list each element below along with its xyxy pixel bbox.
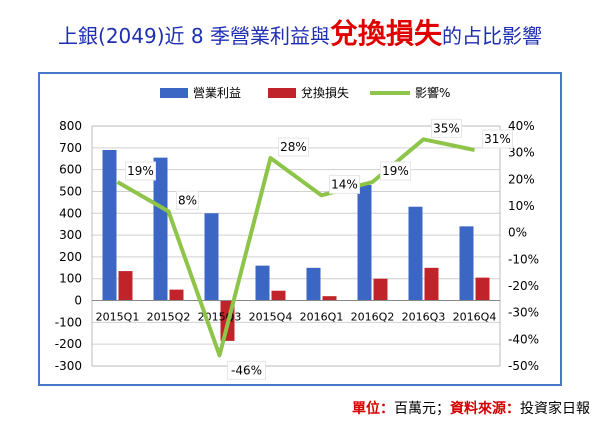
left-axis-tick: -300 xyxy=(55,359,82,373)
operating-profit-bar xyxy=(459,226,474,301)
right-axis-tick: -50% xyxy=(508,359,539,373)
title-prefix: 上銀(2049)近 8 季營業利益與 xyxy=(58,24,330,48)
title-suffix: 的占比影響 xyxy=(441,24,542,48)
right-axis-tick: 20% xyxy=(508,172,535,186)
left-axis-tick: 500 xyxy=(59,184,82,198)
ratio-label-box xyxy=(278,137,309,157)
source-label: 資料來源： xyxy=(450,401,520,417)
ratio-data-label: 19% xyxy=(382,164,409,178)
ratio-data-label: 14% xyxy=(331,177,358,191)
unit-value: 百萬元； xyxy=(394,401,450,417)
right-axis-tick: -10% xyxy=(508,252,539,266)
operating-profit-bar xyxy=(255,265,270,301)
ratio-data-label: 31% xyxy=(484,132,511,146)
unit-label: 單位： xyxy=(352,401,394,417)
right-axis-tick: -40% xyxy=(508,332,539,346)
ratio-label-box xyxy=(380,161,411,181)
ratio-line xyxy=(116,137,475,358)
ratio-data-label: 8% xyxy=(178,193,197,207)
fx-loss-bar xyxy=(169,289,184,301)
left-axis-tick: -100 xyxy=(55,315,82,329)
fx-loss-bar xyxy=(322,296,337,301)
operating-profit-bar xyxy=(153,157,168,301)
category-label: 2015Q2 xyxy=(147,311,191,324)
category-label: 2016Q3 xyxy=(402,311,446,324)
chart-frame: 800 700 600 500 400 300 200 100 0 -100 -200 -300 40%… xyxy=(38,72,562,386)
right-axis-tick: 0% xyxy=(508,226,527,240)
chart-title: 上銀(2049)近 8 季營業利益與兌換損失的占比影響 xyxy=(0,12,600,52)
ratio-label-box xyxy=(431,118,462,138)
ratio-data-label: -46% xyxy=(231,363,262,377)
fx-loss-bar xyxy=(118,271,133,301)
fx-loss-bar xyxy=(475,277,490,301)
left-axis-tick: 600 xyxy=(59,163,82,177)
category-label: 2015Q1 xyxy=(96,311,140,324)
right-axis-tick: 40% xyxy=(508,119,535,133)
fx-loss-bar xyxy=(424,267,439,301)
legend-label-operating: 營業利益 xyxy=(193,86,241,100)
left-axis-tick: 400 xyxy=(59,206,82,220)
legend-swatch-fx xyxy=(268,88,296,98)
plot-area xyxy=(91,125,501,367)
ratio-label-box xyxy=(227,360,266,380)
left-axis-tick: 300 xyxy=(59,228,82,242)
operating-profit-bar xyxy=(204,213,219,301)
title-highlight: 兌換損失 xyxy=(329,17,442,50)
ratio-data-label: 28% xyxy=(280,140,307,154)
left-axis-tick: 100 xyxy=(59,272,82,286)
ratio-label-box xyxy=(125,161,156,181)
operating-profit-bar xyxy=(102,150,117,301)
operating-profit-bar xyxy=(306,267,321,301)
ratio-label-box xyxy=(176,190,199,210)
legend-label-ratio: 影響% xyxy=(415,85,450,100)
right-axis-tick: -30% xyxy=(508,306,539,320)
source-note: 單位：百萬元；資料來源：投資家日報 xyxy=(352,398,590,418)
left-axis-tick: -200 xyxy=(55,337,82,351)
ratio-data-label: 35% xyxy=(433,121,460,135)
category-label: 2016Q1 xyxy=(300,311,344,324)
category-label: 2015Q4 xyxy=(249,311,293,324)
right-axis-tick: -20% xyxy=(508,279,539,293)
left-axis-tick: 0 xyxy=(74,294,82,308)
ratio-label-box xyxy=(329,174,360,194)
source-value: 投資家日報 xyxy=(520,401,590,417)
right-axis-tick: 10% xyxy=(508,199,535,213)
ratio-label-box xyxy=(482,129,513,149)
operating-profit-bar xyxy=(357,184,372,301)
category-label: 2016Q4 xyxy=(453,311,497,324)
fx-loss-bar xyxy=(373,278,388,301)
category-label: 2016Q2 xyxy=(351,311,395,324)
legend-swatch-operating xyxy=(160,88,188,98)
legend-label-fx: 兌換損失 xyxy=(301,85,349,100)
left-axis-tick: 700 xyxy=(59,141,82,155)
operating-profit-bar xyxy=(408,206,423,301)
ratio-data-label: 19% xyxy=(127,164,154,178)
left-axis-tick: 800 xyxy=(59,119,82,133)
right-axis-tick: 30% xyxy=(508,146,535,160)
combo-chart: 800 700 600 500 400 300 200 100 0 -100 -200 -300 40%… xyxy=(55,85,539,380)
fx-loss-bar xyxy=(271,290,286,301)
left-axis-tick: 200 xyxy=(59,250,82,264)
